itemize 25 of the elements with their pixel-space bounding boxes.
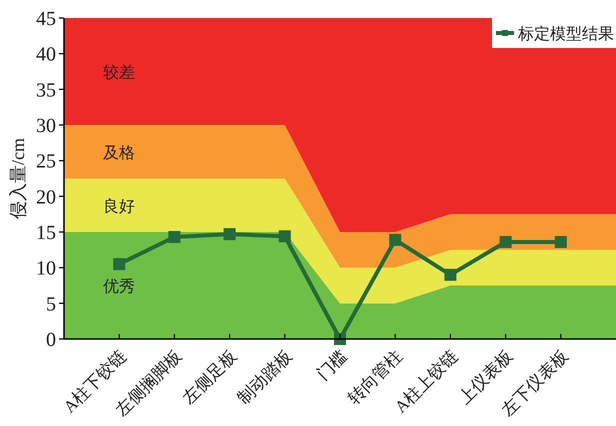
series-label: 及格	[103, 144, 136, 162]
y-tick-label: 30	[36, 115, 56, 137]
series-label: 良好	[103, 197, 136, 216]
y-tick-label: 40	[36, 44, 56, 66]
point	[224, 228, 236, 240]
point	[444, 268, 456, 281]
y-tick-label: 0	[46, 329, 56, 351]
y-tick-label: 10	[36, 258, 56, 280]
y-tick-label: 20	[36, 186, 56, 208]
y-tick-label: 45	[36, 8, 56, 30]
point	[554, 236, 567, 248]
x-tick-label: 门槛	[313, 346, 351, 384]
series-label: 优秀	[103, 278, 136, 296]
point	[168, 230, 180, 243]
legend-label: 标定模型结果	[517, 25, 614, 43]
y-tick-label: 35	[36, 79, 56, 102]
y-axis-title: 侵入量/cm	[8, 138, 28, 219]
y-tick-label: 15	[36, 222, 56, 244]
series-label: 较差	[103, 64, 136, 82]
y-tick-label: 25	[36, 150, 56, 173]
point	[278, 230, 291, 242]
point	[500, 236, 512, 248]
y-tick-label: 5	[46, 293, 56, 316]
point	[113, 258, 126, 270]
point	[389, 234, 402, 246]
